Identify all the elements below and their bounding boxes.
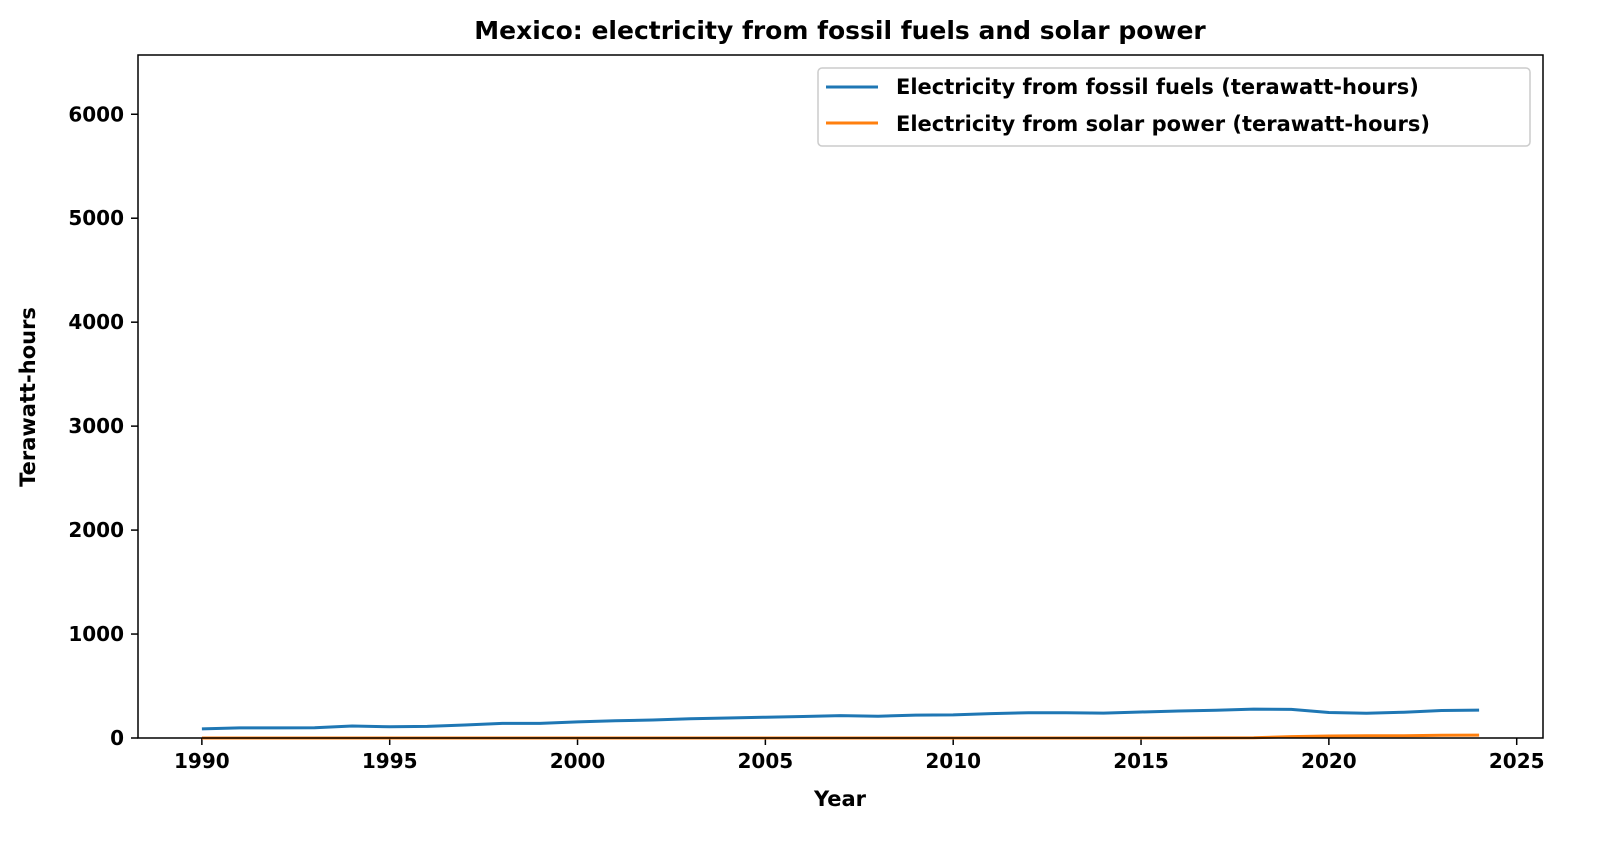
fossil-fuels-line bbox=[201, 707, 1480, 731]
x-tick-label: 2000 bbox=[550, 749, 606, 773]
x-tick-label: 2020 bbox=[1301, 749, 1357, 773]
y-tick-label: 5000 bbox=[68, 206, 124, 230]
y-axis-label: Terawatt-hours bbox=[16, 307, 40, 487]
legend-label-solar: Electricity from solar power (terawatt-h… bbox=[896, 112, 1430, 136]
y-tick-label: 6000 bbox=[68, 102, 124, 126]
x-axis-label: Year bbox=[813, 787, 867, 811]
y-tick-label: 1000 bbox=[68, 622, 124, 646]
legend: Electricity from fossil fuels (terawatt-… bbox=[817, 67, 1531, 147]
x-tick-label: 2015 bbox=[1113, 749, 1169, 773]
y-tick-label: 0 bbox=[110, 726, 124, 750]
legend-box bbox=[817, 67, 1531, 147]
y-tick-label: 2000 bbox=[68, 518, 124, 542]
legend-label-fossil: Electricity from fossil fuels (terawatt-… bbox=[896, 75, 1419, 99]
y-tick-label: 4000 bbox=[68, 310, 124, 334]
x-tick-label: 1990 bbox=[174, 749, 230, 773]
x-tick-label: 1995 bbox=[362, 749, 418, 773]
chart-title: Mexico: electricity from fossil fuels an… bbox=[474, 16, 1206, 45]
x-tick-label: 2025 bbox=[1489, 749, 1545, 773]
x-tick-label: 2005 bbox=[738, 749, 794, 773]
x-tick-label: 2010 bbox=[925, 749, 981, 773]
plot-frame bbox=[137, 54, 1544, 739]
y-tick-label: 3000 bbox=[68, 414, 124, 438]
